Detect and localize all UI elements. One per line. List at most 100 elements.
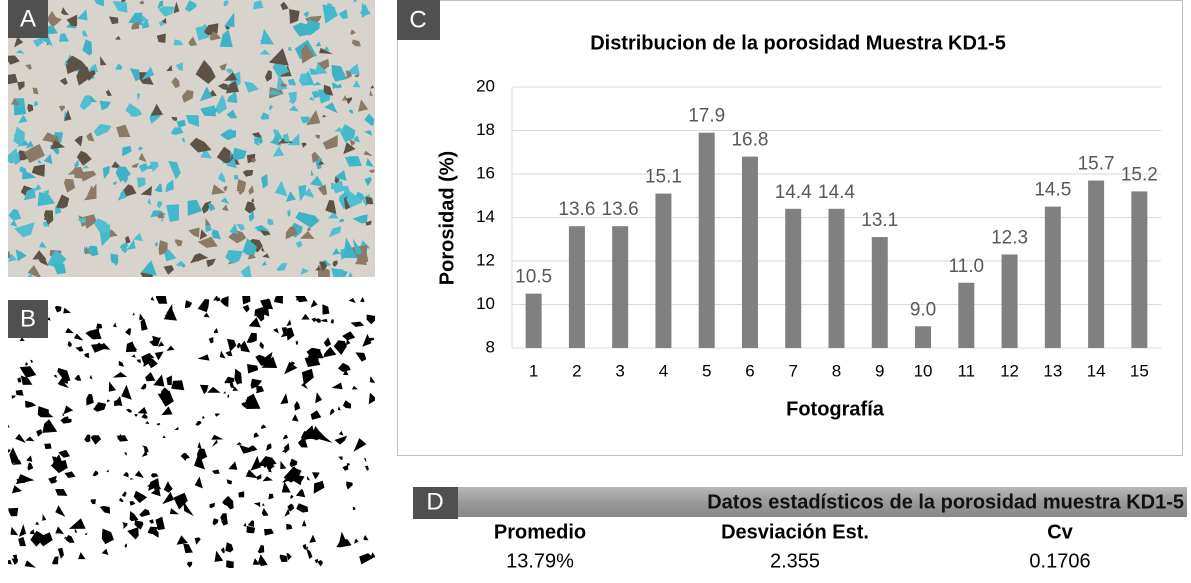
texture bbox=[354, 74, 360, 78]
texture bbox=[43, 189, 50, 195]
texture bbox=[211, 184, 226, 195]
texture bbox=[64, 60, 68, 66]
texture bbox=[155, 489, 158, 493]
texture bbox=[312, 472, 320, 480]
texture bbox=[314, 559, 318, 564]
texture bbox=[102, 165, 110, 179]
texture bbox=[317, 58, 329, 70]
texture bbox=[322, 4, 338, 24]
texture bbox=[235, 377, 242, 385]
texture bbox=[328, 226, 342, 238]
texture bbox=[287, 209, 291, 217]
texture bbox=[214, 94, 227, 114]
texture bbox=[88, 63, 98, 73]
table-cell: 13.79% bbox=[506, 550, 574, 572]
texture bbox=[253, 432, 260, 438]
texture bbox=[44, 443, 52, 450]
texture bbox=[298, 73, 310, 86]
table-header: Cv bbox=[1047, 521, 1073, 543]
value-label: 14.4 bbox=[775, 182, 812, 203]
texture bbox=[342, 465, 349, 471]
texture bbox=[309, 534, 316, 543]
texture bbox=[35, 521, 39, 525]
texture bbox=[246, 526, 256, 534]
texture bbox=[140, 185, 152, 196]
texture bbox=[90, 499, 96, 505]
texture bbox=[67, 167, 77, 175]
texture bbox=[220, 197, 230, 205]
texture bbox=[239, 444, 253, 454]
y-tick-label: 20 bbox=[476, 76, 495, 95]
texture bbox=[361, 2, 371, 18]
texture bbox=[158, 240, 168, 256]
texture bbox=[25, 436, 35, 442]
texture bbox=[173, 492, 188, 510]
texture bbox=[318, 160, 325, 166]
texture bbox=[64, 178, 76, 193]
texture bbox=[247, 250, 256, 260]
value-label: 14.4 bbox=[818, 182, 855, 203]
texture bbox=[331, 64, 348, 82]
texture bbox=[260, 112, 270, 120]
texture bbox=[245, 469, 258, 479]
texture bbox=[81, 170, 97, 182]
texture bbox=[223, 391, 226, 394]
texture bbox=[350, 139, 356, 146]
texture bbox=[302, 544, 307, 550]
y-tick-label: 12 bbox=[476, 250, 495, 269]
texture bbox=[295, 340, 298, 345]
texture bbox=[125, 328, 132, 336]
texture bbox=[365, 220, 372, 226]
texture bbox=[238, 491, 245, 498]
texture bbox=[236, 179, 247, 196]
texture bbox=[105, 89, 112, 96]
texture bbox=[133, 232, 143, 242]
texture bbox=[121, 491, 127, 497]
texture bbox=[322, 135, 338, 150]
texture bbox=[55, 526, 65, 535]
texture bbox=[260, 28, 274, 45]
panel-label: C bbox=[409, 6, 426, 33]
texture bbox=[280, 81, 286, 88]
texture bbox=[124, 543, 127, 548]
bar bbox=[1044, 206, 1061, 348]
texture bbox=[219, 350, 226, 359]
texture bbox=[304, 19, 320, 36]
texture bbox=[141, 66, 154, 81]
texture bbox=[368, 169, 375, 173]
texture bbox=[141, 260, 157, 276]
texture bbox=[276, 263, 288, 271]
texture bbox=[16, 477, 26, 484]
texture bbox=[225, 542, 234, 553]
texture bbox=[340, 124, 356, 143]
texture bbox=[301, 313, 310, 320]
texture bbox=[253, 502, 261, 508]
texture bbox=[150, 473, 159, 478]
texture bbox=[166, 375, 172, 386]
x-tick-label: 5 bbox=[702, 361, 711, 380]
texture bbox=[286, 327, 295, 341]
texture bbox=[353, 438, 367, 452]
texture bbox=[269, 89, 284, 95]
texture bbox=[202, 415, 205, 419]
texture bbox=[295, 240, 303, 248]
texture bbox=[57, 374, 71, 385]
texture bbox=[209, 31, 222, 41]
texture bbox=[185, 115, 200, 128]
texture bbox=[65, 327, 74, 334]
texture bbox=[244, 201, 256, 214]
texture bbox=[139, 0, 145, 5]
texture bbox=[314, 318, 321, 323]
texture bbox=[247, 445, 258, 452]
texture bbox=[161, 406, 173, 416]
texture bbox=[272, 146, 285, 157]
texture bbox=[181, 264, 185, 268]
texture bbox=[342, 400, 352, 409]
texture bbox=[337, 406, 341, 411]
texture bbox=[39, 30, 53, 47]
texture bbox=[154, 241, 158, 247]
texture bbox=[255, 311, 265, 322]
texture bbox=[115, 35, 121, 40]
texture bbox=[144, 357, 158, 369]
texture bbox=[286, 523, 293, 530]
